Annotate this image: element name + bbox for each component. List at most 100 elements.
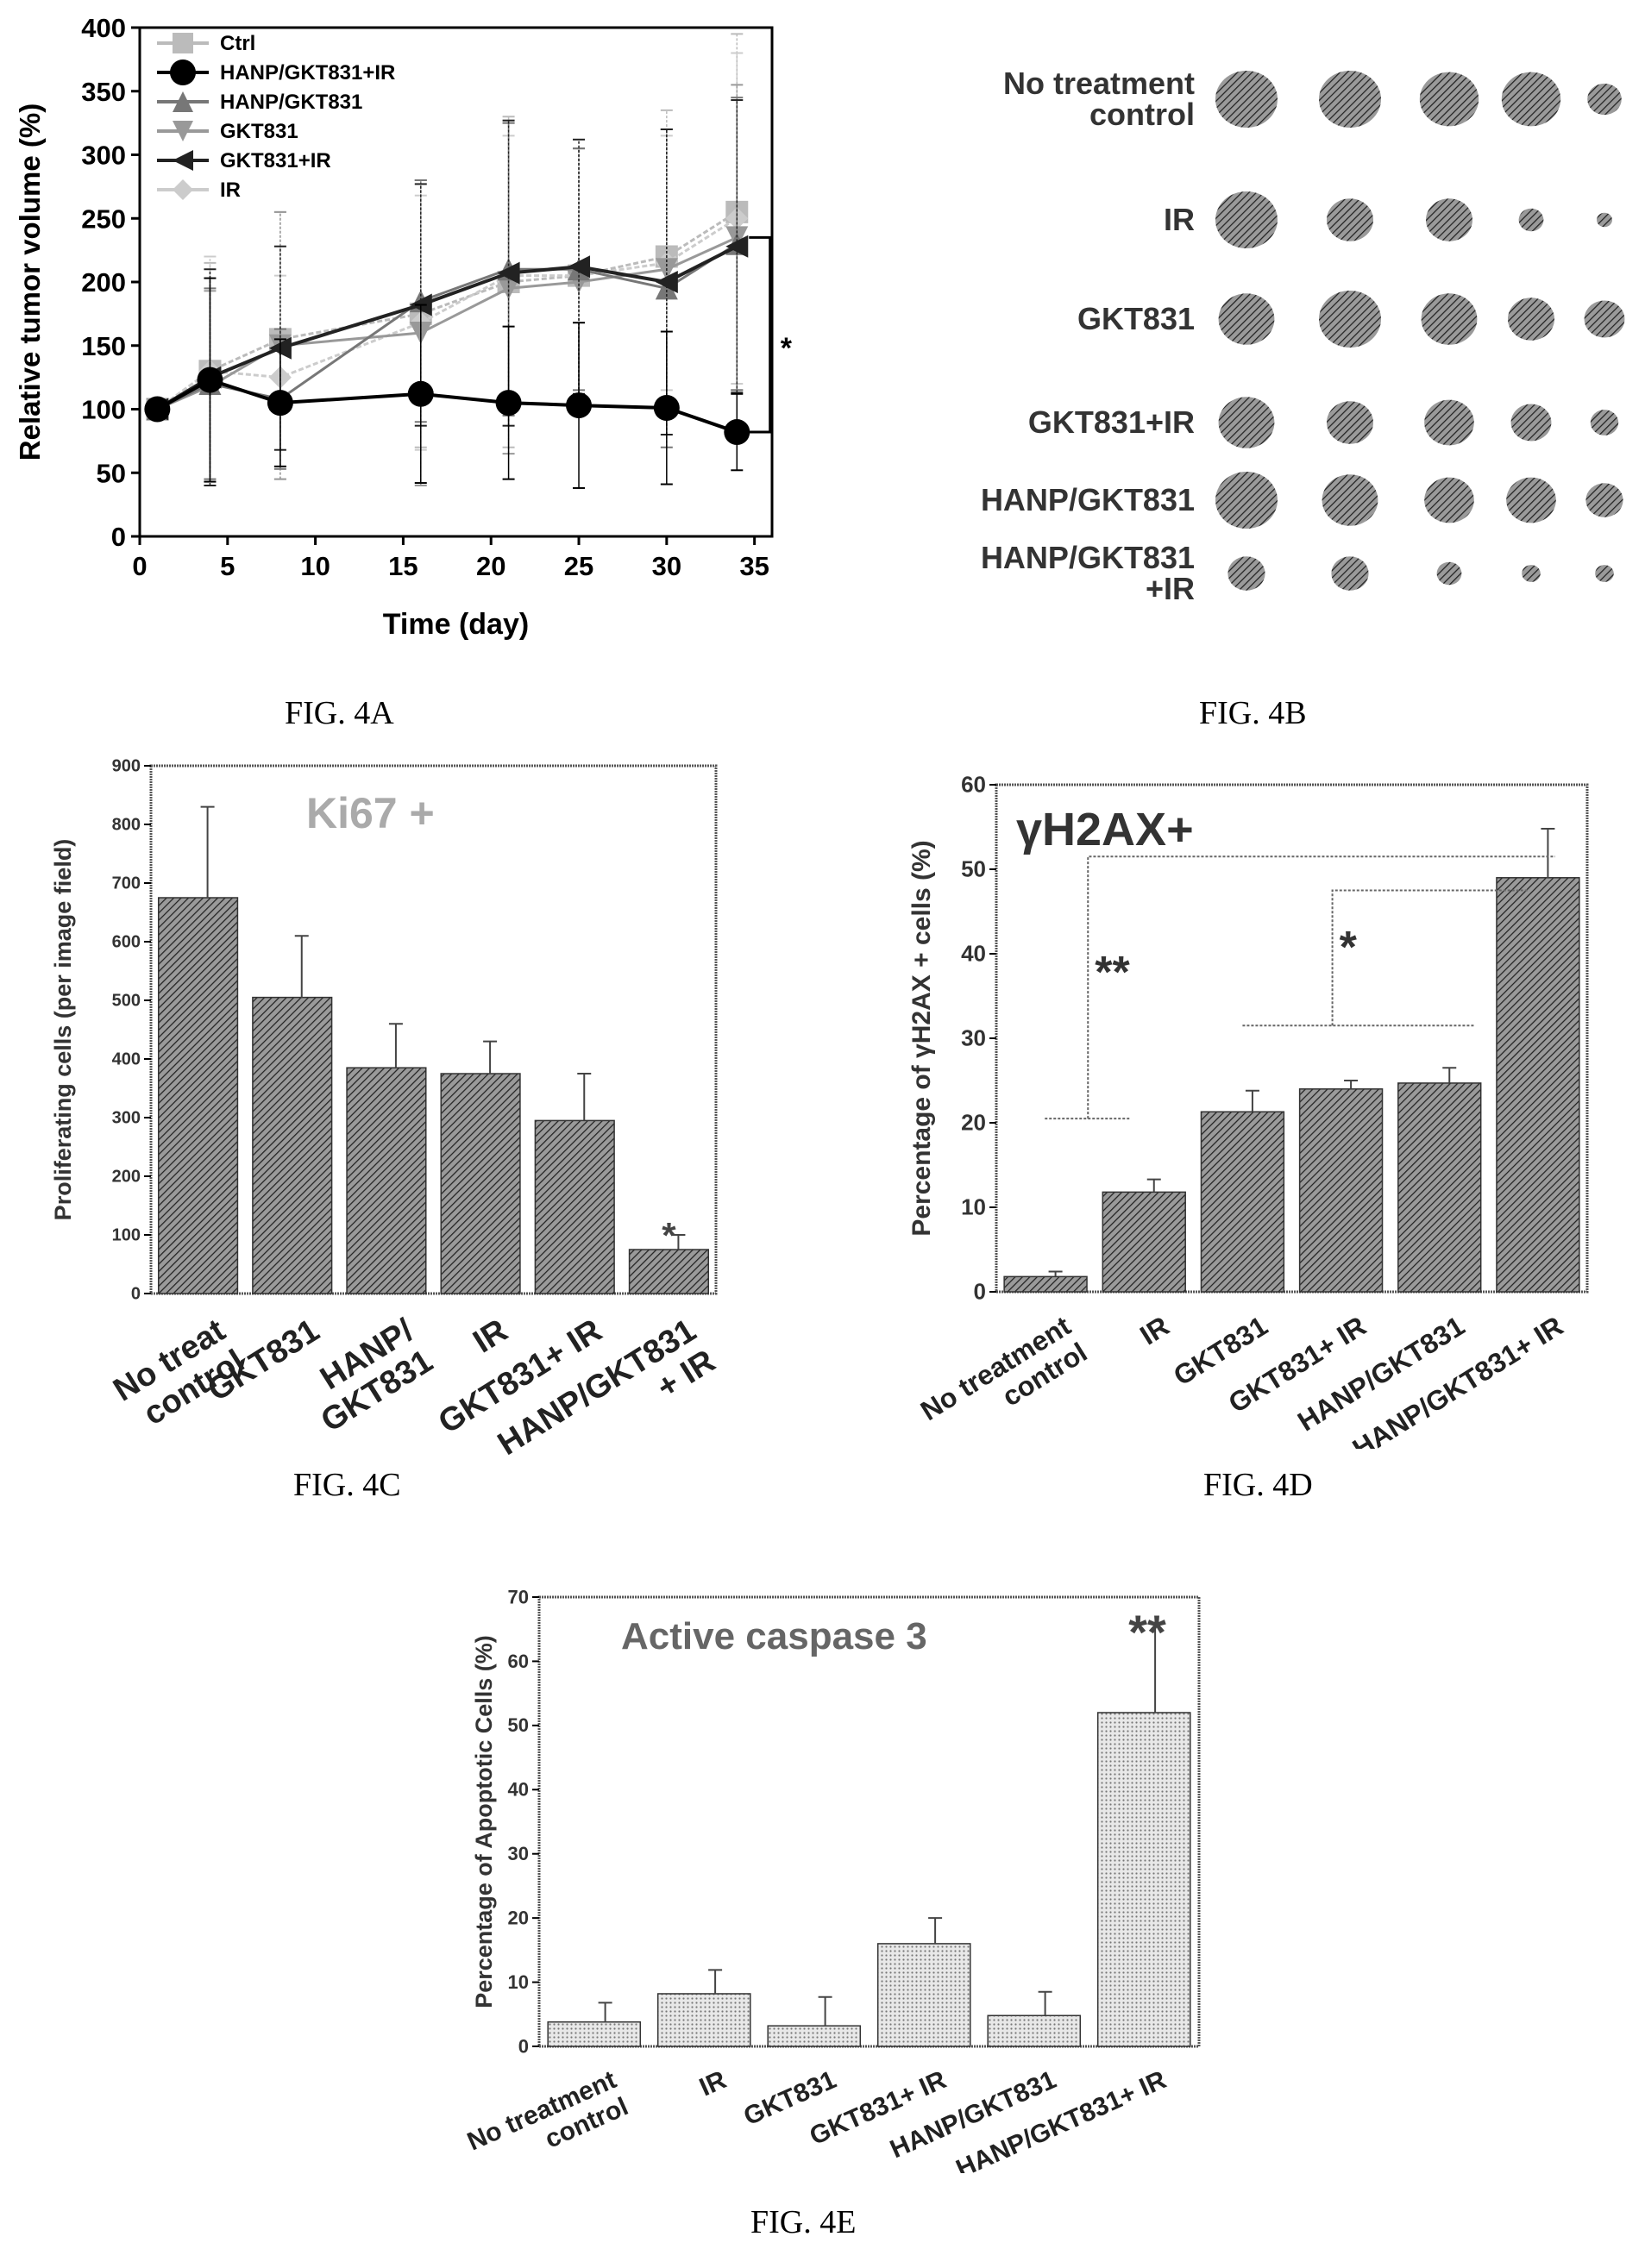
bar xyxy=(767,2025,862,2047)
chart-title: γH2AX+ xyxy=(1016,804,1194,855)
x-tick-label: 30 xyxy=(652,551,681,581)
legend-label: GKT831+IR xyxy=(220,149,331,172)
tumor-image xyxy=(1518,208,1544,232)
legend: Ctrl HANP/GKT831+IR HANP/GKT831 GKT831 GKT83… xyxy=(157,32,395,202)
tumor-image xyxy=(1322,474,1378,526)
x-tick-label: 35 xyxy=(739,551,769,581)
tumor-volume-line-chart: 0 50 100 150 200 250 300 350 400 0 5 10 15 20 25 30 35 Ti… xyxy=(14,13,793,641)
y-tick-label: 900 xyxy=(112,757,141,776)
y-tick-label: 10 xyxy=(961,1194,986,1220)
tumor-image xyxy=(1424,399,1474,446)
bar xyxy=(1102,1191,1186,1293)
data-point xyxy=(655,271,678,293)
data-point xyxy=(173,179,193,200)
significance-label: * xyxy=(1340,923,1358,973)
x-tick-label: 0 xyxy=(132,551,147,581)
data-point xyxy=(566,392,593,419)
y-axis-label: Percentage of γH2AX + cells (%) xyxy=(907,840,936,1236)
legend-label: HANP/GKT831 xyxy=(220,91,362,114)
y-tick-label: 50 xyxy=(508,1714,529,1736)
tumor-row: HANP/GKT831+IR xyxy=(981,540,1614,606)
bar xyxy=(1397,1082,1482,1293)
data-point xyxy=(173,91,193,112)
tumor-row-label: GKT831 xyxy=(1077,301,1195,336)
x-category-line: IR xyxy=(1134,1310,1174,1350)
significance-label: ** xyxy=(1095,948,1130,998)
data-point xyxy=(170,60,196,85)
y-tick-label: 30 xyxy=(961,1025,986,1051)
tumor-row: HANP/GKT831 xyxy=(981,472,1623,529)
bar xyxy=(1003,1275,1088,1293)
y-tick-label: 20 xyxy=(961,1110,986,1136)
tumor-image xyxy=(1510,404,1552,442)
y-tick-label: 400 xyxy=(81,13,126,43)
tumor-row-label: control xyxy=(1089,97,1195,132)
significance-bracket xyxy=(1242,889,1529,1027)
tumor-image xyxy=(1215,472,1278,529)
fig4b-caption: FIG. 4B xyxy=(1199,695,1307,731)
y-tick-label: 70 xyxy=(508,1586,529,1607)
tumor-row: IR xyxy=(1164,191,1612,248)
y-tick-label: 40 xyxy=(961,941,986,967)
data-point xyxy=(724,419,750,446)
data-point xyxy=(173,33,193,53)
tumor-row-label: IR xyxy=(1164,202,1195,237)
tumor-image xyxy=(1522,565,1541,582)
tumor-image xyxy=(1584,300,1625,338)
series-hanp-gkt831-ir xyxy=(144,277,750,489)
y-tick-label: 60 xyxy=(508,1651,529,1672)
data-point xyxy=(568,255,591,279)
y-tick-label: 50 xyxy=(97,458,126,488)
x-tick-label: 20 xyxy=(476,551,505,581)
x-category-label: IR xyxy=(467,1313,513,1361)
y-axis-label: Relative tumor volume (%) xyxy=(14,103,46,460)
data-point xyxy=(197,367,223,393)
tumor-image xyxy=(1218,397,1275,448)
data-point xyxy=(173,150,193,171)
y-tick-label: 50 xyxy=(961,856,986,882)
y-tick-label: 0 xyxy=(518,2035,529,2057)
y-tick-label: 10 xyxy=(508,1971,529,1993)
significance-label: * xyxy=(662,1215,676,1256)
x-tick-label: 15 xyxy=(388,551,418,581)
bar xyxy=(157,897,239,1294)
significance-label: ** xyxy=(1128,1605,1166,1659)
y-tick-label: 200 xyxy=(81,267,126,298)
series-line xyxy=(156,216,738,410)
tumor-image xyxy=(1508,298,1554,341)
y-tick-label: 0 xyxy=(111,522,126,552)
series-line xyxy=(156,236,738,410)
tumor-image xyxy=(1218,293,1275,345)
y-axis-label: Proliferating cells (per image field) xyxy=(50,839,76,1221)
bar xyxy=(440,1073,521,1294)
tumor-image xyxy=(1595,565,1614,582)
series-line xyxy=(156,378,738,434)
fig4d-caption: FIG. 4D xyxy=(1203,1467,1313,1503)
chart-title: Active caspase 3 xyxy=(621,1615,927,1657)
data-point xyxy=(497,261,520,285)
significance-label: * xyxy=(781,332,793,365)
tumor-image xyxy=(1501,72,1561,127)
bar xyxy=(1200,1111,1285,1293)
tumor-row-label: HANP/GKT831 xyxy=(981,540,1195,575)
x-axis-label: Time (day) xyxy=(383,608,529,641)
tumor-image xyxy=(1327,198,1373,241)
tumor-image xyxy=(1436,561,1462,586)
data-point xyxy=(725,235,749,258)
tumor-image xyxy=(1419,72,1479,127)
tumor-image xyxy=(1331,556,1369,591)
data-point xyxy=(407,380,434,407)
y-tick-label: 800 xyxy=(112,816,141,835)
data-point xyxy=(267,390,293,417)
tumor-image xyxy=(1327,401,1373,444)
fig4a-caption: FIG. 4A xyxy=(285,695,394,731)
tumor-image xyxy=(1587,83,1622,116)
bar xyxy=(252,996,333,1294)
tumor-image xyxy=(1227,556,1265,591)
legend-label: Ctrl xyxy=(220,32,255,55)
y-tick-label: 250 xyxy=(81,204,126,234)
y-tick-label: 40 xyxy=(508,1779,529,1801)
tumor-row-label: No treatment xyxy=(1003,66,1195,101)
